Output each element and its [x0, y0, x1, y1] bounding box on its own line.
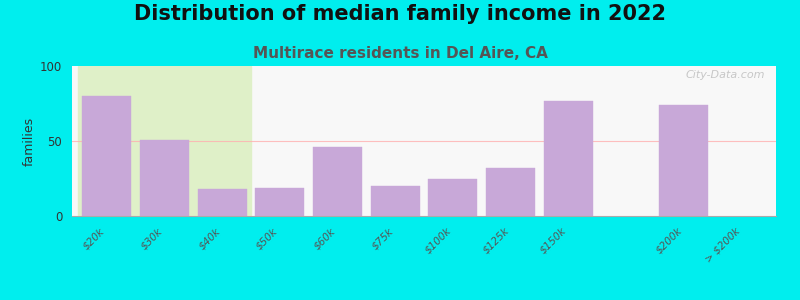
- Bar: [659, 105, 708, 216]
- Text: Multirace residents in Del Aire, CA: Multirace residents in Del Aire, CA: [253, 46, 547, 62]
- Bar: [428, 178, 478, 216]
- Bar: [82, 96, 131, 216]
- Y-axis label: families: families: [23, 116, 36, 166]
- Bar: [78, 66, 251, 216]
- Bar: [486, 168, 535, 216]
- Bar: [370, 186, 420, 216]
- Bar: [198, 189, 246, 216]
- Bar: [313, 147, 362, 216]
- Bar: [544, 100, 593, 216]
- Bar: [140, 140, 189, 216]
- Text: Distribution of median family income in 2022: Distribution of median family income in …: [134, 4, 666, 25]
- Text: City-Data.com: City-Data.com: [686, 70, 766, 80]
- Bar: [255, 188, 304, 216]
